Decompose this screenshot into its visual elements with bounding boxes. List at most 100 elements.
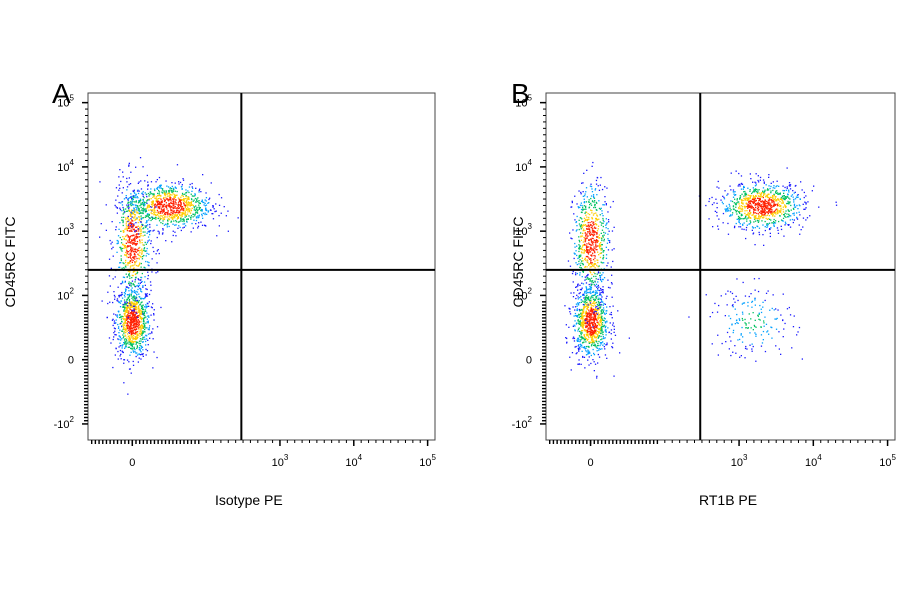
event-dot [114,204,116,207]
event-dot [140,202,142,204]
event-dot [603,325,605,327]
event-dot [178,225,180,227]
event-dot [592,348,594,351]
event-dot [753,199,756,201]
event-dot [601,188,604,191]
event-dot [763,206,765,208]
event-dot [133,340,135,343]
event-dot [130,201,132,203]
event-dot [589,278,591,280]
event-dot [122,244,124,246]
event-dot [163,211,165,213]
event-dot [739,198,741,200]
event-dot [595,278,597,280]
event-dot [132,259,134,262]
event-dot [165,223,167,225]
event-dot [574,312,577,315]
event-dot [588,199,590,201]
event-dot [592,291,594,293]
event-dot [572,306,574,308]
event-dot [579,336,581,338]
event-dot [125,273,127,275]
event-dot [191,190,193,192]
event-dot [794,206,797,208]
event-dot [147,278,149,280]
event-dot [739,218,741,220]
event-dot [584,243,586,246]
event-dot [602,292,604,294]
event-dot [131,212,133,215]
event-dot [746,205,748,208]
event-dot [593,246,595,248]
event-dot [152,204,154,206]
event-dot [122,220,124,223]
event-dot [590,288,592,291]
event-dot [126,229,129,232]
event-dot [717,228,720,230]
event-dot [181,188,183,190]
event-dot [780,209,782,211]
event-dot [143,323,145,325]
event-dot [158,193,160,195]
event-dot [125,254,127,257]
event-dot [143,311,146,313]
event-dot [595,309,597,311]
event-dot [128,304,130,306]
event-dot [765,195,767,197]
event-dot [582,311,584,314]
event-dot [129,314,131,316]
event-dot [591,340,594,343]
event-dot [113,322,115,324]
event-dot [137,254,140,256]
event-dot [177,197,180,199]
event-dot [593,341,595,343]
event-dot [135,336,137,338]
event-dot [583,356,586,358]
event-dot [593,201,595,203]
event-dot [126,286,128,289]
event-dot [773,224,775,226]
event-dot [131,327,134,330]
event-dot [591,237,593,239]
event-dot [150,216,153,218]
event-dot [763,204,765,206]
event-dot [741,214,743,216]
event-dot [182,199,184,201]
event-dot [581,182,583,184]
event-dot [760,196,762,198]
event-dot [148,239,150,241]
event-dot [172,216,175,218]
event-dot [767,199,770,201]
event-dot [588,342,590,344]
event-dot [594,294,596,296]
event-dot [128,343,130,345]
event-dot [131,239,134,241]
event-dot [748,223,750,225]
event-dot [582,195,584,197]
event-dot [793,208,795,210]
event-dot [141,338,143,340]
event-dot [172,223,174,225]
event-dot [132,312,134,314]
event-dot [113,320,116,322]
event-dot [749,197,751,199]
event-dot [129,261,131,263]
event-dot [139,212,141,214]
event-dot [139,200,141,203]
event-dot [142,191,144,193]
event-dot [751,205,753,207]
event-dot [126,298,128,301]
event-dot [115,187,118,189]
event-dot [586,331,588,334]
event-dot [772,196,774,198]
event-dot [587,298,589,300]
event-dot [579,297,581,299]
event-dot [141,353,143,355]
event-dot [123,331,125,333]
event-dot [141,192,143,194]
event-dot [583,224,586,226]
event-dot [201,224,204,226]
event-dot [181,192,184,195]
event-dot [597,281,599,283]
event-dot [597,185,599,187]
